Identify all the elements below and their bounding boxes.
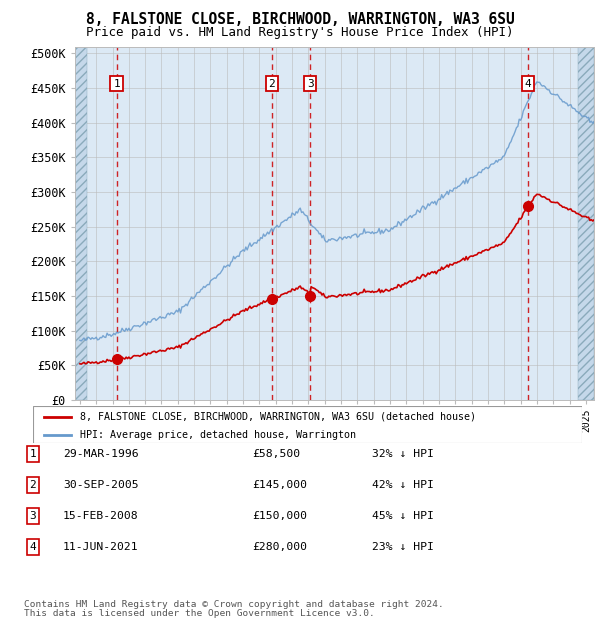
Text: 2: 2 xyxy=(29,480,37,490)
Text: 4: 4 xyxy=(524,79,531,89)
Text: £145,000: £145,000 xyxy=(252,480,307,490)
Text: Price paid vs. HM Land Registry's House Price Index (HPI): Price paid vs. HM Land Registry's House … xyxy=(86,26,514,38)
Text: 45% ↓ HPI: 45% ↓ HPI xyxy=(372,511,434,521)
Text: This data is licensed under the Open Government Licence v3.0.: This data is licensed under the Open Gov… xyxy=(24,609,375,618)
FancyBboxPatch shape xyxy=(33,406,582,443)
Text: 8, FALSTONE CLOSE, BIRCHWOOD, WARRINGTON, WA3 6SU: 8, FALSTONE CLOSE, BIRCHWOOD, WARRINGTON… xyxy=(86,12,514,27)
Text: 2: 2 xyxy=(268,79,275,89)
Text: 23% ↓ HPI: 23% ↓ HPI xyxy=(372,542,434,552)
Text: 1: 1 xyxy=(113,79,120,89)
Text: Contains HM Land Registry data © Crown copyright and database right 2024.: Contains HM Land Registry data © Crown c… xyxy=(24,600,444,609)
Text: 29-MAR-1996: 29-MAR-1996 xyxy=(63,449,139,459)
Text: 11-JUN-2021: 11-JUN-2021 xyxy=(63,542,139,552)
Text: 32% ↓ HPI: 32% ↓ HPI xyxy=(372,449,434,459)
Text: 4: 4 xyxy=(29,542,37,552)
Text: 3: 3 xyxy=(29,511,37,521)
Text: 3: 3 xyxy=(307,79,314,89)
Text: 1: 1 xyxy=(29,449,37,459)
Text: 15-FEB-2008: 15-FEB-2008 xyxy=(63,511,139,521)
Text: HPI: Average price, detached house, Warrington: HPI: Average price, detached house, Warr… xyxy=(80,430,356,440)
Text: 8, FALSTONE CLOSE, BIRCHWOOD, WARRINGTON, WA3 6SU (detached house): 8, FALSTONE CLOSE, BIRCHWOOD, WARRINGTON… xyxy=(80,412,476,422)
Text: 42% ↓ HPI: 42% ↓ HPI xyxy=(372,480,434,490)
Bar xyxy=(578,46,594,400)
Bar xyxy=(75,46,87,400)
Text: 30-SEP-2005: 30-SEP-2005 xyxy=(63,480,139,490)
Text: £58,500: £58,500 xyxy=(252,449,300,459)
Text: £150,000: £150,000 xyxy=(252,511,307,521)
Text: £280,000: £280,000 xyxy=(252,542,307,552)
